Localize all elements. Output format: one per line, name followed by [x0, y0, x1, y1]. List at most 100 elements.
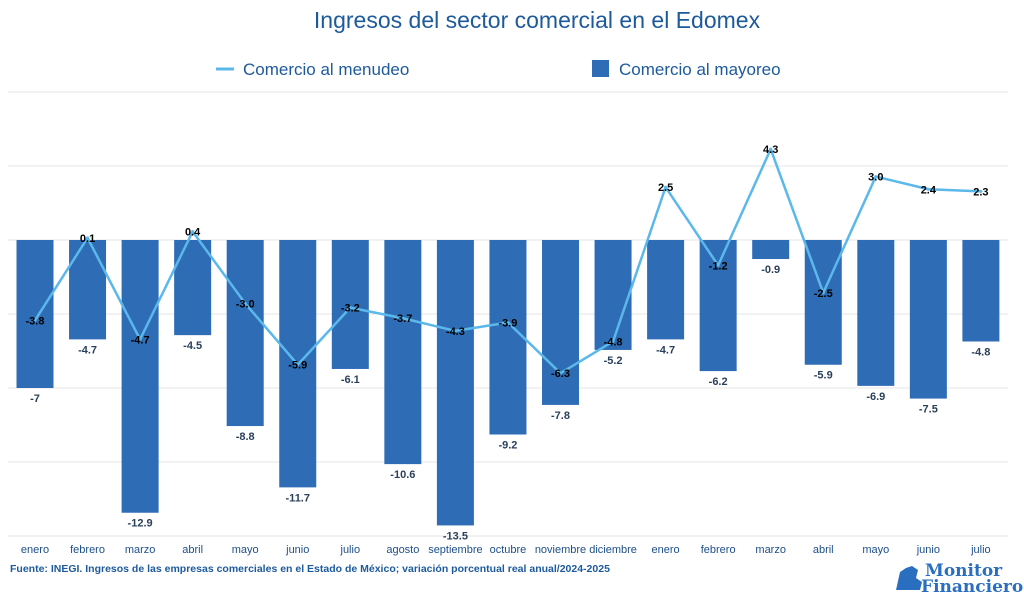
- line-point: [611, 339, 615, 343]
- bar-mayoreo: [121, 240, 159, 513]
- bar-mayoreo: [857, 240, 895, 386]
- x-tick-label: febrero: [70, 544, 105, 556]
- x-tick-label: junio: [916, 544, 940, 556]
- line-label: 4.3: [763, 144, 778, 156]
- line-label: 2.3: [973, 186, 988, 198]
- bar-label: -12.9: [128, 518, 153, 530]
- bar-label: -10.6: [390, 469, 415, 481]
- line-label: 2.5: [658, 182, 673, 194]
- x-tick-label: enero: [652, 544, 680, 556]
- legend-bar-swatch: [592, 60, 609, 77]
- logo-line1: Monitor: [925, 561, 1003, 581]
- line-label: -5.9: [288, 360, 307, 372]
- line-point: [769, 147, 773, 151]
- line-point: [191, 230, 195, 234]
- bar-mayoreo: [699, 240, 737, 372]
- x-tick-label: mayo: [862, 544, 889, 556]
- bar-mayoreo: [436, 240, 474, 526]
- bar-mayoreo: [752, 240, 790, 260]
- bar-label: -7: [30, 393, 40, 405]
- bar-label: -6.2: [709, 376, 728, 388]
- line-point: [453, 329, 457, 333]
- bar-label: -8.8: [236, 431, 255, 443]
- line-point: [506, 320, 510, 324]
- legend-label-menudeo: Comercio al menudeo: [243, 60, 409, 79]
- line-label: -3.7: [393, 313, 412, 325]
- source-note: Fuente: INEGI. Ingresos de las empresas …: [10, 563, 610, 575]
- bar-label: -4.7: [78, 344, 97, 356]
- bar-label: -6.9: [866, 391, 885, 403]
- bar-mayoreo: [226, 240, 264, 427]
- line-point: [138, 337, 142, 341]
- line-point: [243, 301, 247, 305]
- bull-icon: [896, 566, 922, 590]
- x-tick-label: marzo: [125, 544, 156, 556]
- logo-line2: Financiero: [921, 577, 1023, 597]
- bar-label: -11.7: [286, 492, 310, 504]
- bar-mayoreo: [594, 240, 632, 350]
- line-label: -3.0: [236, 298, 255, 310]
- bar-mayoreo: [962, 240, 1000, 342]
- bar-mayoreo: [16, 240, 54, 388]
- x-tick-label: junio: [285, 544, 309, 556]
- line-label: -2.5: [814, 288, 833, 300]
- bar-mayoreo: [331, 240, 369, 369]
- bar-label: -7.8: [551, 410, 570, 422]
- line-label: -4.7: [131, 334, 150, 346]
- line-label: 2.4: [921, 184, 937, 196]
- bar-label: -7.5: [919, 404, 938, 416]
- x-tick-label: noviembre: [535, 544, 586, 556]
- line-label: 3.0: [868, 172, 883, 184]
- bar-label: -4.8: [971, 346, 990, 358]
- line-point: [874, 175, 878, 179]
- bar-label: -0.9: [761, 264, 780, 276]
- bar-mayoreo: [174, 240, 212, 336]
- x-tick-label: septiembre: [428, 544, 482, 556]
- x-tick-label: abril: [813, 544, 834, 556]
- bar-label: -4.7: [656, 344, 675, 356]
- line-label: -3.8: [26, 315, 45, 327]
- bars: [16, 240, 1000, 526]
- line-point: [33, 318, 37, 322]
- bar-mayoreo: [542, 240, 579, 405]
- line-label: -3.2: [341, 303, 360, 315]
- bar-mayoreo: [909, 240, 947, 399]
- bar-mayoreo: [384, 240, 422, 465]
- line-label: -4.8: [604, 336, 623, 348]
- line-label: -3.9: [498, 317, 517, 329]
- line-point: [664, 185, 668, 189]
- x-tick-label: octubre: [490, 544, 527, 556]
- legend: Comercio al menudeo Comercio al mayoreo: [216, 60, 781, 79]
- x-tick-label: diciembre: [589, 544, 637, 556]
- x-tick-label: julio: [970, 544, 991, 556]
- bar-label: -6.1: [341, 374, 360, 386]
- line-point: [716, 263, 720, 267]
- line-label: 0.1: [80, 233, 95, 245]
- line-point: [348, 306, 352, 310]
- line-point: [559, 371, 562, 375]
- bar-mayoreo: [69, 240, 107, 340]
- line-label: 0.4: [185, 227, 201, 239]
- line-point: [926, 187, 930, 191]
- line-label: -1.2: [709, 260, 728, 272]
- legend-label-mayoreo: Comercio al mayoreo: [619, 60, 781, 79]
- logo: Monitor Financiero: [896, 561, 1023, 597]
- bar-label: -4.5: [183, 340, 202, 352]
- line-label: -4.3: [446, 326, 465, 338]
- line-point: [979, 189, 983, 193]
- x-tick-label: mayo: [232, 544, 259, 556]
- line-point: [401, 316, 405, 320]
- x-tick-label: febrero: [701, 544, 736, 556]
- x-axis-ticks: enero febrero marzo abril mayo junio julio agos…: [21, 544, 991, 556]
- line-point: [821, 291, 825, 295]
- x-tick-label: julio: [340, 544, 361, 556]
- line-label: -6.3: [551, 368, 570, 380]
- x-tick-label: enero: [21, 544, 49, 556]
- bar-label: -5.9: [814, 370, 833, 382]
- bar-label: -13.5: [443, 530, 468, 542]
- x-tick-label: abril: [182, 544, 203, 556]
- chart-title: Ingresos del sector comercial en el Edom…: [314, 7, 761, 33]
- bar-label: -9.2: [498, 440, 517, 452]
